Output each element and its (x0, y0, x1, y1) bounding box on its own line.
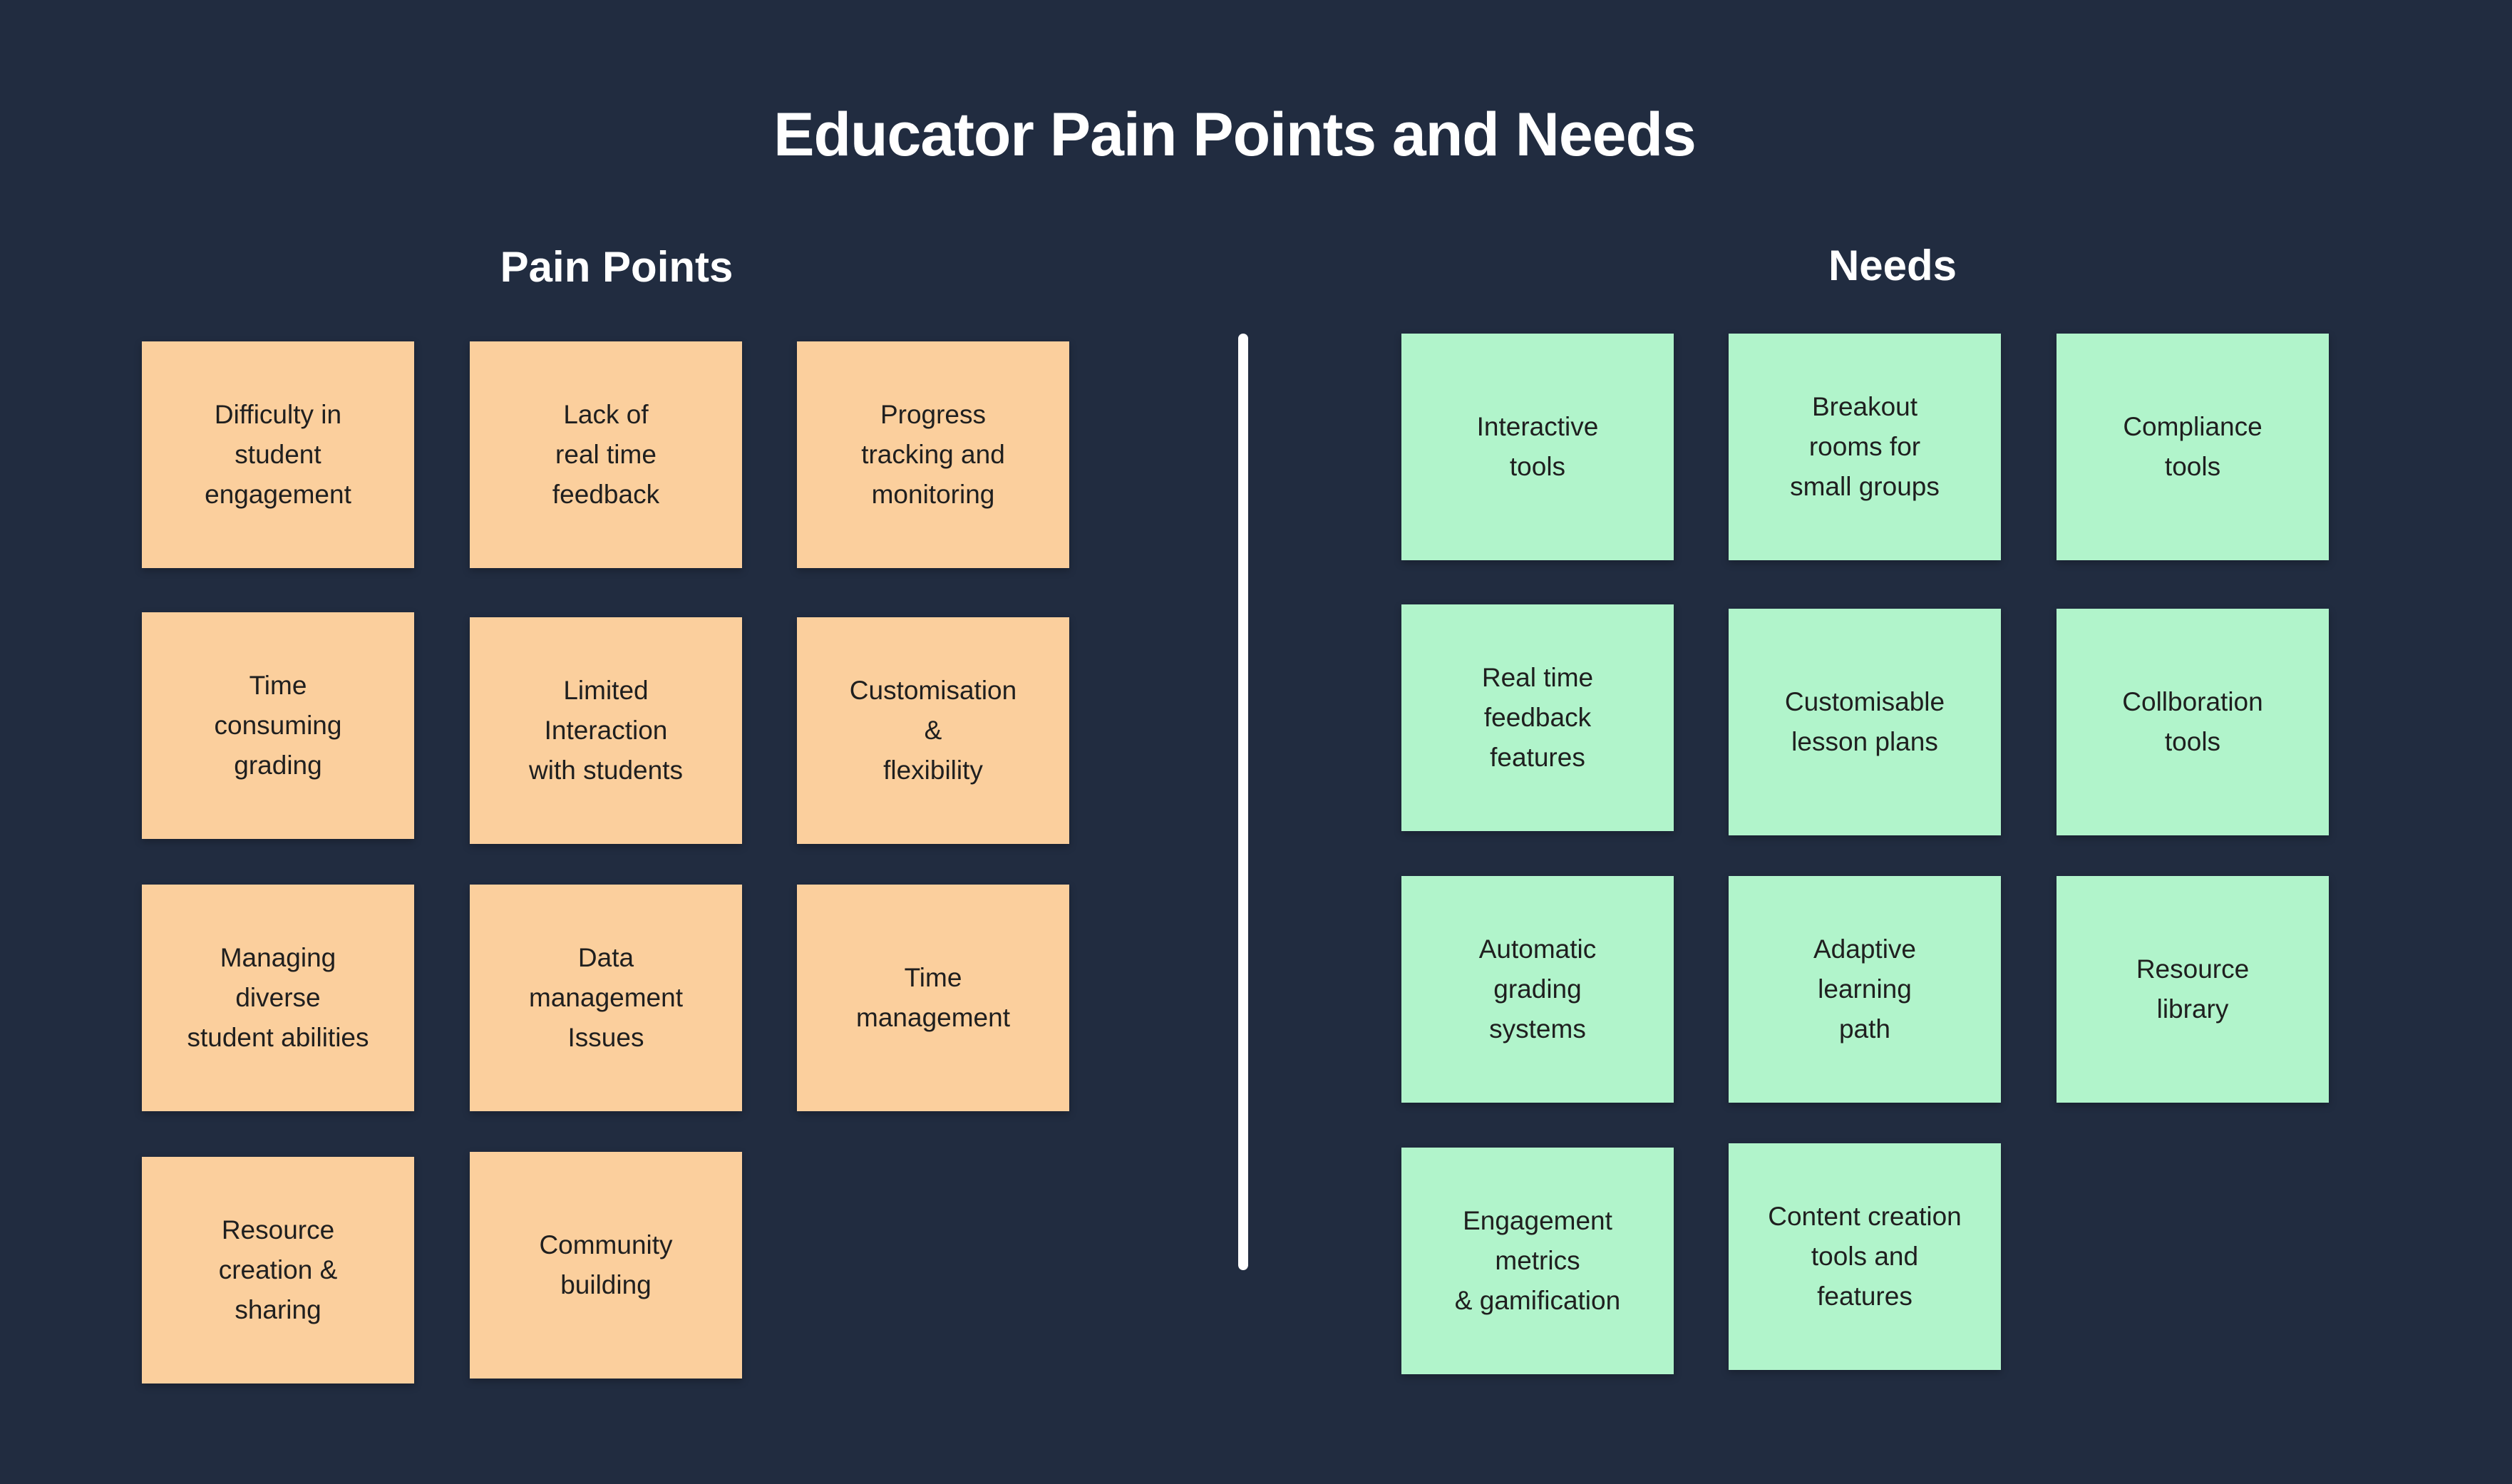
need-note[interactable]: Real time feedback features (1401, 604, 1674, 831)
pain-point-note[interactable]: Limited Interaction with students (470, 617, 742, 844)
need-note[interactable]: Compliance tools (2057, 334, 2329, 560)
pain-point-note[interactable]: Lack of real time feedback (470, 341, 742, 568)
pain-point-note[interactable]: Resource creation & sharing (142, 1157, 414, 1383)
pain-point-note[interactable]: Community building (470, 1152, 742, 1379)
need-note[interactable]: Engagement metrics & gamification (1401, 1148, 1674, 1374)
pain-point-note[interactable]: Customisation & flexibility (797, 617, 1069, 844)
pain-point-note[interactable]: Managing diverse student abilities (142, 885, 414, 1111)
needs-heading: Needs (1828, 242, 1957, 289)
need-note[interactable]: Adaptive learning path (1729, 876, 2001, 1103)
page-title: Educator Pain Points and Needs (773, 101, 1697, 169)
pain-point-note[interactable]: Difficulty in student engagement (142, 341, 414, 568)
need-note[interactable]: Customisable lesson plans (1729, 609, 2001, 835)
pain-point-note[interactable]: Time management (797, 885, 1069, 1111)
pain-point-note[interactable]: Time consuming grading (142, 612, 414, 839)
pain-point-note[interactable]: Data management Issues (470, 885, 742, 1111)
need-note[interactable]: Content creation tools and features (1729, 1143, 2001, 1370)
need-note[interactable]: Automatic grading systems (1401, 876, 1674, 1103)
pain-point-note[interactable]: Progress tracking and monitoring (797, 341, 1069, 568)
need-note[interactable]: Interactive tools (1401, 334, 1674, 560)
need-note[interactable]: Collboration tools (2057, 609, 2329, 835)
need-note[interactable]: Breakout rooms for small groups (1729, 334, 2001, 560)
section-divider (1238, 334, 1248, 1270)
pain-points-heading: Pain Points (500, 243, 733, 291)
need-note[interactable]: Resource library (2057, 876, 2329, 1103)
